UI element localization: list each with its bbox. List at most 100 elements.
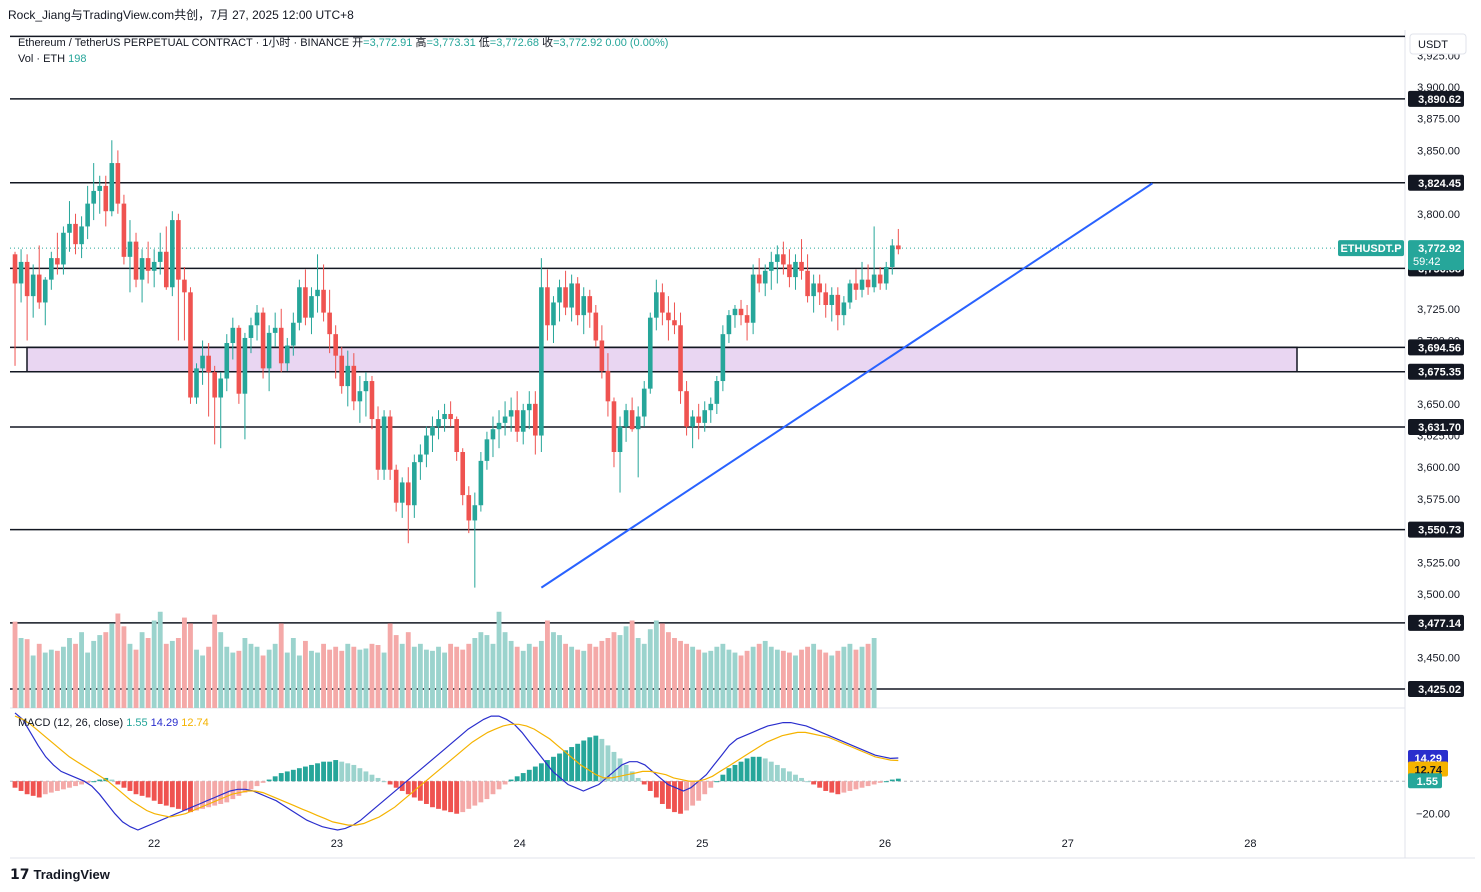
high-value: =3,773.31 xyxy=(426,37,478,49)
macd-histogram-bar xyxy=(393,781,399,788)
macd-histogram-bar xyxy=(678,781,683,814)
low-label: 低 xyxy=(479,36,490,49)
candle-body xyxy=(375,419,381,470)
candle-body xyxy=(109,163,115,212)
volume-bar xyxy=(829,655,835,708)
volume-bar xyxy=(399,643,405,708)
macd-histogram-bar xyxy=(672,781,677,813)
macd-histogram-bar xyxy=(254,781,260,787)
macd-value-bg xyxy=(1408,749,1448,765)
macd-histogram-bar xyxy=(315,763,320,782)
volume-bar xyxy=(351,646,357,708)
macd-histogram-bar xyxy=(895,778,901,782)
candle-body xyxy=(460,452,466,496)
volume-bar xyxy=(18,638,24,708)
candle-body xyxy=(230,327,236,344)
volume-bar xyxy=(545,620,550,708)
candle-body xyxy=(647,317,653,389)
macd-histogram-bar xyxy=(653,781,659,798)
volume-bar xyxy=(599,640,605,708)
volume-bar xyxy=(714,646,720,708)
price-tick-label: 3,875.00 xyxy=(1417,114,1460,126)
candle-body xyxy=(284,345,290,364)
symbol-title: Ethereum / TetherUS PERPETUAL CONTRACT ·… xyxy=(18,36,352,49)
volume-bar xyxy=(871,638,877,708)
macd-histogram-bar xyxy=(188,781,193,813)
volume-bar xyxy=(103,632,109,708)
candle-body xyxy=(526,403,532,411)
candle-body xyxy=(182,279,187,293)
volume-bar xyxy=(97,635,103,708)
volume-bar xyxy=(799,649,804,708)
volume-bar xyxy=(272,643,278,708)
macd-histogram-bar xyxy=(859,781,865,788)
close-label: 收 xyxy=(542,35,553,49)
macd-histogram-bar xyxy=(321,761,326,782)
macd-histogram-bar xyxy=(484,781,490,800)
macd-histogram-bar xyxy=(24,781,30,795)
macd-histogram-bar xyxy=(490,781,496,795)
volume-bar xyxy=(823,652,829,708)
low-value: =3,772.68 xyxy=(490,37,542,49)
volume-bar xyxy=(647,629,653,708)
candle-body xyxy=(793,261,798,278)
candle-body xyxy=(889,245,895,267)
macd-histogram-bar xyxy=(339,761,345,782)
candle-body xyxy=(200,355,205,369)
macd-histogram-bar xyxy=(309,764,314,782)
macd-histogram-bar xyxy=(514,776,520,782)
candle-body xyxy=(726,315,732,335)
candle-body xyxy=(176,220,181,280)
volume-bar xyxy=(436,646,441,708)
macd-histogram-bar xyxy=(811,781,817,785)
macd-histogram-bar xyxy=(357,768,363,782)
volume-bar xyxy=(593,646,599,708)
level-price-label-bg xyxy=(1408,419,1464,436)
time-tick-label: 26 xyxy=(879,838,891,850)
macd-histogram-bar xyxy=(327,761,333,782)
volume-bar xyxy=(369,643,375,708)
candle-body xyxy=(254,312,260,326)
last-price-bg xyxy=(1408,240,1464,271)
volume-bar xyxy=(732,652,738,708)
time-tick-label: 22 xyxy=(148,838,160,850)
volume-bar xyxy=(121,626,127,708)
macd-histogram-bar xyxy=(109,779,115,782)
macd-histogram-bar xyxy=(841,781,847,793)
volume-bar xyxy=(218,632,224,708)
macd-histogram-bar xyxy=(599,738,605,782)
volume-bar xyxy=(635,638,641,708)
macd-histogram-bar xyxy=(829,781,835,793)
volume-bar xyxy=(188,623,193,708)
macd-histogram-bar xyxy=(593,735,599,782)
macd-histogram-bar xyxy=(236,781,242,796)
macd-histogram-bar xyxy=(684,781,689,811)
volume-bar xyxy=(726,649,732,708)
macd-histogram-bar xyxy=(472,781,478,806)
macd-histogram-bar xyxy=(545,760,550,782)
candle-body xyxy=(236,327,242,394)
volume-bar xyxy=(853,649,859,708)
macd-histogram-bar xyxy=(290,769,296,782)
volume-bar xyxy=(260,655,266,708)
volume-bar xyxy=(817,649,823,708)
candle-body xyxy=(756,274,762,284)
volume-bar xyxy=(236,650,242,708)
macd-histogram-bar xyxy=(466,781,472,809)
candle-body xyxy=(508,410,514,417)
hist-value-label: 1.55 xyxy=(1417,776,1438,788)
volume-bar xyxy=(393,635,399,708)
candle-body xyxy=(321,289,326,313)
macd-histogram-bar xyxy=(296,768,302,782)
volume-bar xyxy=(617,635,623,708)
candle-body xyxy=(781,254,786,265)
macd-histogram-bar xyxy=(417,781,423,801)
macd-histogram-bar xyxy=(532,766,538,782)
tradingview-logo[interactable]: 𝟭𝟳 TradingView xyxy=(10,866,110,883)
volume-bar xyxy=(847,643,853,708)
candle-body xyxy=(55,258,60,265)
candle-body xyxy=(351,365,357,402)
macd-histogram-bar xyxy=(442,781,447,811)
